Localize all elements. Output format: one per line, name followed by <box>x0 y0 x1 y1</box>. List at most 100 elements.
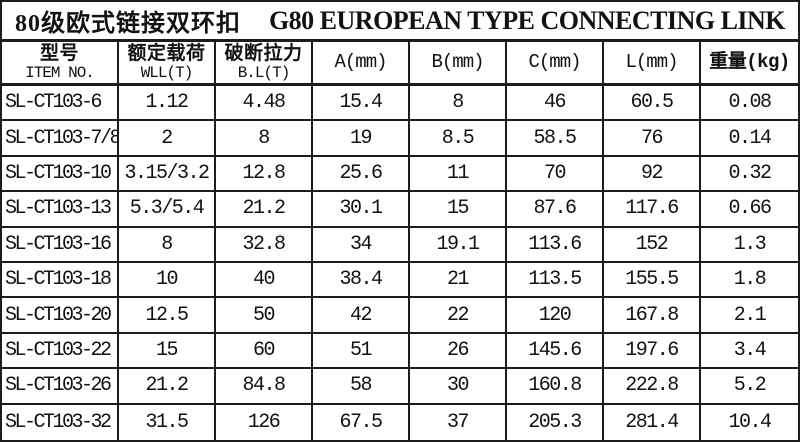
cell-a: 30.1 <box>313 192 410 228</box>
cell-a: 25.6 <box>313 156 410 193</box>
cell-weight: 1.3 <box>701 228 798 263</box>
cell-bl: 50 <box>216 298 313 334</box>
cell-item-no: SL-CT103-7/8 <box>2 121 119 157</box>
cell-wll: 8 <box>119 227 216 263</box>
cell-weight: 0.14 <box>701 121 798 157</box>
col-header-label: 破断拉力 <box>224 42 303 64</box>
cell-weight: 5.2 <box>701 369 798 405</box>
cell-wll: 5.3/5.4 <box>119 192 216 228</box>
col-header-label: 重量(kg) <box>709 50 790 73</box>
cell-bl: 32.8 <box>216 227 313 263</box>
cell-l: 281.4 <box>604 404 701 440</box>
cell-l: 197.6 <box>604 333 701 370</box>
cell-l: 152 <box>604 227 701 263</box>
cell-a: 15.4 <box>313 86 410 122</box>
cell-a: 42 <box>313 298 410 334</box>
cell-c: 70 <box>507 156 604 193</box>
cell-b: 8 <box>410 86 507 122</box>
cell-bl: 84.8 <box>216 369 313 405</box>
cell-l: 222.8 <box>604 369 701 405</box>
col-header-a: A(mm) <box>313 42 410 86</box>
cell-item-no: SL-CT103-22 <box>2 333 119 370</box>
cell-item-no: SL-CT103-10 <box>2 156 119 193</box>
col-header-label: 型号 <box>39 42 79 64</box>
col-header-l: L(mm) <box>604 42 701 86</box>
cell-b: 26 <box>410 333 507 370</box>
cell-c: 120 <box>507 298 604 334</box>
cell-wll: 31.5 <box>119 404 216 440</box>
cell-bl: 12.8 <box>216 156 313 193</box>
cell-bl: 60 <box>216 333 313 370</box>
cell-b: 22 <box>410 298 507 334</box>
col-header-label: C(mm) <box>528 50 581 73</box>
cell-item-no: SL-CT103-6 <box>2 86 119 122</box>
cell-weight: 2.1 <box>701 298 798 334</box>
cell-weight: 0.32 <box>701 157 798 193</box>
cell-l: 117.6 <box>604 192 701 228</box>
cell-c: 160.8 <box>507 369 604 405</box>
cell-weight: 0.08 <box>701 86 798 122</box>
cell-l: 167.8 <box>604 298 701 334</box>
title-chinese: 80级欧式链接双环扣 <box>14 11 241 37</box>
title-english: G80 EUROPEAN TYPE CONNECTING LINK <box>268 5 786 35</box>
spec-grid: 型号 ITEM NO. 额定载荷 WLL(T) 破断拉力 B.L(T) A(mm) B(mm)… <box>2 42 798 440</box>
col-header-label: 额定载荷 <box>127 42 206 64</box>
col-header-weight: 重量(kg) <box>701 42 798 86</box>
table-title: 80级欧式链接双环扣 G80 EUROPEAN TYPE CONNECTING … <box>2 2 798 42</box>
col-header-bl: 破断拉力 B.L(T) <box>216 42 313 86</box>
col-header-sublabel: ITEM NO. <box>25 63 95 82</box>
cell-b: 8.5 <box>410 121 507 157</box>
cell-wll: 10 <box>119 263 216 299</box>
cell-b: 37 <box>410 404 507 440</box>
cell-l: 60.5 <box>604 86 701 122</box>
cell-bl: 40 <box>216 263 313 299</box>
col-header-item-no: 型号 ITEM NO. <box>2 42 119 86</box>
cell-b: 11 <box>410 156 507 193</box>
cell-wll: 2 <box>119 121 216 157</box>
cell-wll: 1.12 <box>119 86 216 122</box>
cell-c: 58.5 <box>507 121 604 157</box>
cell-c: 205.3 <box>507 404 604 440</box>
cell-wll: 3.15/3.2 <box>119 156 216 193</box>
cell-bl: 126 <box>216 404 313 440</box>
cell-a: 19 <box>313 121 410 157</box>
col-header-sublabel: B.L(T) <box>237 63 291 82</box>
cell-weight: 0.66 <box>701 192 798 228</box>
col-header-c: C(mm) <box>507 42 604 86</box>
cell-c: 145.6 <box>507 333 604 370</box>
cell-a: 38.4 <box>313 263 410 299</box>
cell-l: 76 <box>604 121 701 157</box>
col-header-label: L(mm) <box>625 50 678 73</box>
cell-b: 21 <box>410 263 507 299</box>
cell-item-no: SL-CT103-16 <box>2 227 119 263</box>
cell-bl: 8 <box>216 121 313 157</box>
cell-a: 34 <box>313 227 410 263</box>
col-header-label: B(mm) <box>431 50 484 73</box>
cell-bl: 4.48 <box>216 86 313 122</box>
cell-c: 46 <box>507 86 604 122</box>
cell-wll: 21.2 <box>119 369 216 405</box>
cell-item-no: SL-CT103-32 <box>2 404 119 440</box>
cell-weight: 1.8 <box>701 263 798 299</box>
cell-wll: 15 <box>119 333 216 370</box>
cell-weight: 3.4 <box>701 334 798 370</box>
cell-bl: 21.2 <box>216 192 313 228</box>
cell-wll: 12.5 <box>119 298 216 334</box>
cell-a: 58 <box>313 369 410 405</box>
cell-c: 87.6 <box>507 192 604 228</box>
cell-item-no: SL-CT103-18 <box>2 263 119 299</box>
cell-c: 113.6 <box>507 227 604 263</box>
cell-item-no: SL-CT103-13 <box>2 192 119 228</box>
col-header-wll: 额定载荷 WLL(T) <box>119 42 216 86</box>
cell-item-no: SL-CT103-26 <box>2 369 119 405</box>
cell-b: 30 <box>410 369 507 405</box>
col-header-b: B(mm) <box>410 42 507 86</box>
cell-b: 19.1 <box>410 227 507 263</box>
cell-l: 92 <box>604 156 701 193</box>
cell-a: 51 <box>313 333 410 370</box>
cell-l: 155.5 <box>604 263 701 299</box>
cell-b: 15 <box>410 192 507 228</box>
cell-a: 67.5 <box>313 404 410 440</box>
cell-item-no: SL-CT103-20 <box>2 298 119 334</box>
